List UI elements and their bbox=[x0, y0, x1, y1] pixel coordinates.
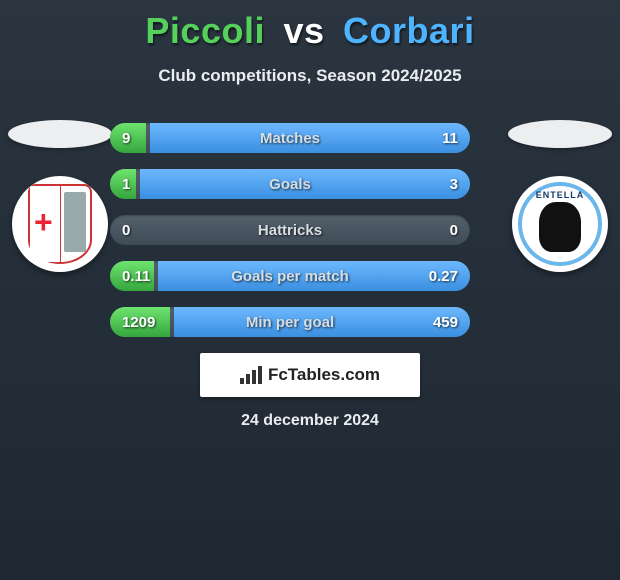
stat-row: 9Matches11 bbox=[110, 123, 470, 153]
crest-band-text: ENTELLA bbox=[522, 190, 598, 200]
player1-nameplate bbox=[8, 120, 112, 148]
stat-label: Matches bbox=[110, 123, 470, 153]
stat-row: 0Hattricks0 bbox=[110, 215, 470, 245]
player2-nameplate bbox=[508, 120, 612, 148]
player2-name: Corbari bbox=[343, 10, 475, 51]
stat-label: Min per goal bbox=[110, 307, 470, 337]
crest-tower-icon bbox=[64, 192, 86, 252]
stat-row: 1Goals3 bbox=[110, 169, 470, 199]
player2-badge-area: ENTELLA bbox=[500, 120, 620, 272]
player2-club-crest: ENTELLA bbox=[512, 176, 608, 272]
stat-value-right: 3 bbox=[450, 169, 458, 199]
player1-name: Piccoli bbox=[145, 10, 265, 51]
comparison-title: Piccoli vs Corbari bbox=[0, 0, 620, 52]
subtitle: Club competitions, Season 2024/2025 bbox=[0, 66, 620, 86]
stat-value-right: 11 bbox=[442, 123, 458, 153]
date-text: 24 december 2024 bbox=[0, 412, 620, 430]
entella-crest-graphic: ENTELLA bbox=[518, 182, 602, 266]
rimini-crest-graphic bbox=[28, 184, 92, 264]
stat-row: 1209Min per goal459 bbox=[110, 307, 470, 337]
bar-chart-icon bbox=[240, 366, 262, 384]
player1-badge-area bbox=[0, 120, 120, 272]
logo-text: FcTables.com bbox=[268, 365, 380, 385]
stats-container: 9Matches11 1Goals3 0Hattricks0 0.11Goals pe… bbox=[110, 123, 470, 353]
crest-silhouette-icon bbox=[539, 202, 581, 252]
stat-value-right: 0.27 bbox=[429, 261, 458, 291]
stat-row: 0.11Goals per match0.27 bbox=[110, 261, 470, 291]
vs-text: vs bbox=[283, 10, 324, 51]
player1-club-crest bbox=[12, 176, 108, 272]
stat-value-right: 459 bbox=[433, 307, 458, 337]
fctables-logo[interactable]: FcTables.com bbox=[200, 353, 420, 397]
stat-value-right: 0 bbox=[450, 215, 458, 245]
stat-label: Goals per match bbox=[110, 261, 470, 291]
stat-label: Hattricks bbox=[110, 215, 470, 245]
stat-label: Goals bbox=[110, 169, 470, 199]
